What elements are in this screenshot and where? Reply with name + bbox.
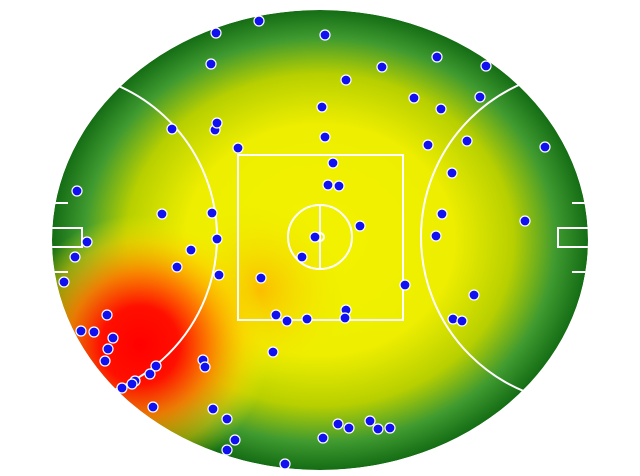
point xyxy=(354,220,366,232)
point xyxy=(408,92,420,104)
point xyxy=(75,325,87,337)
point xyxy=(205,58,217,70)
point xyxy=(446,167,458,179)
point xyxy=(69,251,81,263)
point xyxy=(309,231,321,243)
point xyxy=(340,74,352,86)
point xyxy=(296,251,308,263)
point xyxy=(301,313,313,325)
point xyxy=(270,309,282,321)
point xyxy=(339,312,351,324)
point xyxy=(229,434,241,446)
point xyxy=(332,418,344,430)
point xyxy=(147,401,159,413)
point xyxy=(150,360,162,372)
point xyxy=(206,207,218,219)
point xyxy=(102,343,114,355)
point xyxy=(88,326,100,338)
point xyxy=(99,355,111,367)
point xyxy=(255,272,267,284)
point xyxy=(81,236,93,248)
point xyxy=(211,233,223,245)
point xyxy=(221,444,233,456)
point xyxy=(156,208,168,220)
point xyxy=(71,185,83,197)
point xyxy=(101,309,113,321)
point xyxy=(474,91,486,103)
point xyxy=(211,117,223,129)
point xyxy=(207,403,219,415)
point xyxy=(430,230,442,242)
point xyxy=(456,315,468,327)
point xyxy=(279,458,291,470)
point xyxy=(343,422,355,434)
point xyxy=(431,51,443,63)
point xyxy=(316,101,328,113)
point xyxy=(107,332,119,344)
point xyxy=(185,244,197,256)
point xyxy=(232,142,244,154)
point xyxy=(468,289,480,301)
point xyxy=(171,261,183,273)
point xyxy=(213,269,225,281)
point xyxy=(221,413,233,425)
point xyxy=(480,60,492,72)
point xyxy=(317,432,329,444)
point xyxy=(372,423,384,435)
point xyxy=(539,141,551,153)
point xyxy=(333,180,345,192)
point xyxy=(461,135,473,147)
point xyxy=(376,61,388,73)
point xyxy=(319,131,331,143)
point xyxy=(519,215,531,227)
point xyxy=(435,103,447,115)
point xyxy=(436,208,448,220)
point xyxy=(384,422,396,434)
point xyxy=(364,415,376,427)
point xyxy=(322,179,334,191)
point xyxy=(144,368,156,380)
point xyxy=(447,313,459,325)
point xyxy=(126,378,138,390)
point xyxy=(199,361,211,373)
point xyxy=(422,139,434,151)
point xyxy=(281,315,293,327)
point xyxy=(58,276,70,288)
point xyxy=(116,382,128,394)
point xyxy=(267,346,279,358)
point xyxy=(319,29,331,41)
point xyxy=(166,123,178,135)
point xyxy=(327,157,339,169)
point xyxy=(399,279,411,291)
point xyxy=(253,15,265,27)
point xyxy=(210,27,222,39)
